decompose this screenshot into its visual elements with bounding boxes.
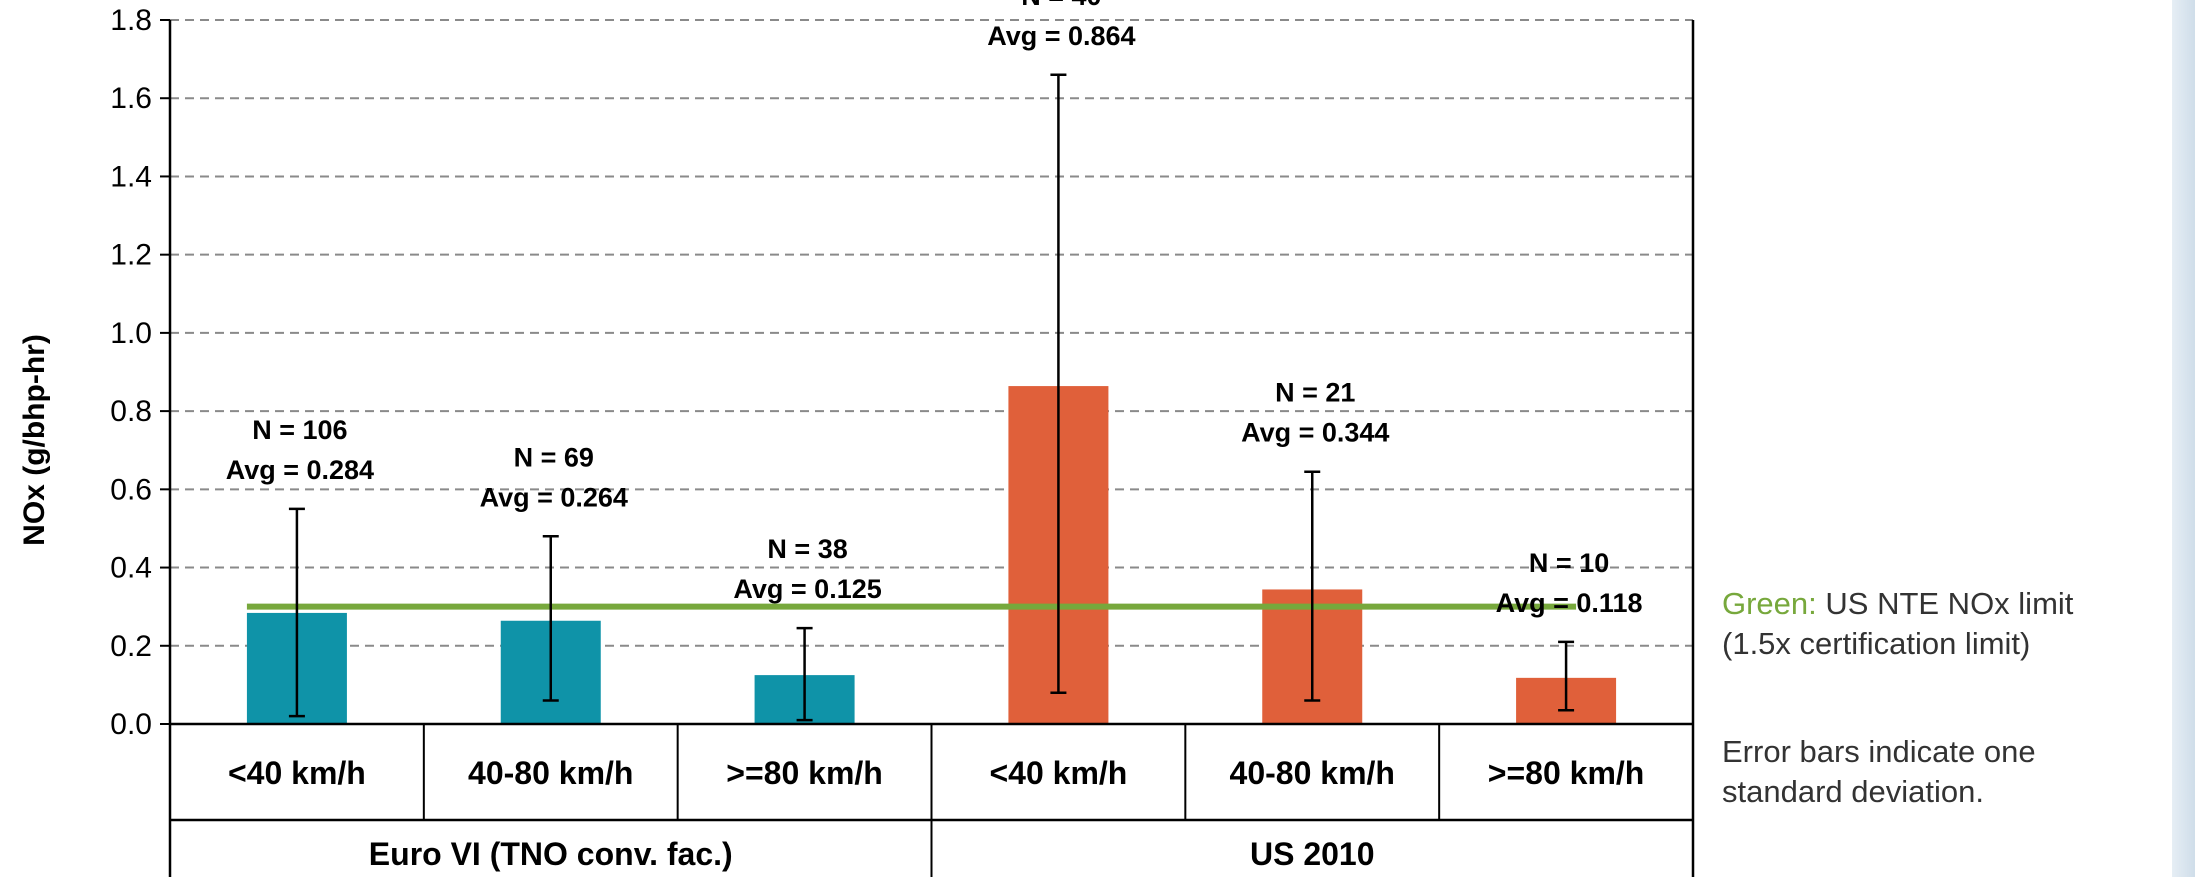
x-group-label: Euro VI (TNO conv. fac.) xyxy=(369,836,733,872)
legend-error-line1: Error bars indicate one xyxy=(1722,734,2036,769)
y-tick-label: 1.6 xyxy=(110,82,152,115)
x-category-label: <40 km/h xyxy=(228,755,366,791)
legend-green-rest: US NTE NOx limit xyxy=(1816,586,2074,621)
right-edge-strip xyxy=(2172,0,2195,877)
bar-n-label: N = 21 xyxy=(1275,378,1355,408)
y-tick-label: 0.8 xyxy=(110,395,152,428)
bar-n-label: N = 10 xyxy=(1529,548,1609,578)
legend-green-line2: (1.5x certification limit) xyxy=(1722,626,2031,661)
bar-n-label: N = 40 xyxy=(1021,0,1101,11)
gridlines xyxy=(170,19,1693,647)
legend-green-prefix: Green: xyxy=(1722,586,1817,621)
y-tick-label: 1.2 xyxy=(110,239,152,272)
y-tick-label: 0.0 xyxy=(110,708,152,741)
x-category-label: 40-80 km/h xyxy=(1230,755,1395,791)
x-group-label: US 2010 xyxy=(1250,836,1375,872)
bar-avg-label: Avg = 0.264 xyxy=(480,482,628,512)
y-axis-label: NOx (g/bhp-hr) xyxy=(18,334,51,546)
annotations-layer: N = 106 Avg = 0.284 N = 69 Avg = 0.264 N = 3… xyxy=(226,0,1643,618)
bar-n-label: N = 106 xyxy=(252,415,347,445)
legend-error-line2: standard deviation. xyxy=(1722,774,1984,809)
legend-error-note: Error bars indicate one standard deviati… xyxy=(1722,732,2036,812)
bars-layer xyxy=(246,386,1617,724)
x-category-label: >=80 km/h xyxy=(726,755,883,791)
x-category-label: <40 km/h xyxy=(989,755,1127,791)
bar-avg-label: Avg = 0.864 xyxy=(987,21,1135,51)
bar-n-label: N = 38 xyxy=(767,534,847,564)
x-category-label: >=80 km/h xyxy=(1488,755,1645,791)
bar-avg-label: Avg = 0.344 xyxy=(1241,418,1389,448)
y-tick-label: 0.6 xyxy=(110,473,152,506)
bar-avg-label: Avg = 0.118 xyxy=(1496,588,1643,618)
y-tick-label: 1.0 xyxy=(110,317,152,350)
x-category-label: 40-80 km/h xyxy=(468,755,633,791)
y-tick-label: 1.4 xyxy=(110,160,152,193)
bar-avg-label: Avg = 0.125 xyxy=(733,574,881,604)
y-tick-label: 1.8 xyxy=(110,4,152,37)
y-tick-label: 0.4 xyxy=(110,552,152,585)
axes-layer: 0.0 0.2 0.4 0.6 0.8 1.0 1.2 1.4 1.6 1.8 <40 km/h 40… xyxy=(110,4,1695,877)
bar-avg-label: Avg = 0.284 xyxy=(226,455,374,485)
error-bars-layer xyxy=(288,73,1575,722)
legend-green: Green: US NTE NOx limit (1.5x certificat… xyxy=(1722,584,2073,664)
y-tick-label: 0.2 xyxy=(110,630,152,663)
bar-n-label: N = 69 xyxy=(514,442,594,472)
